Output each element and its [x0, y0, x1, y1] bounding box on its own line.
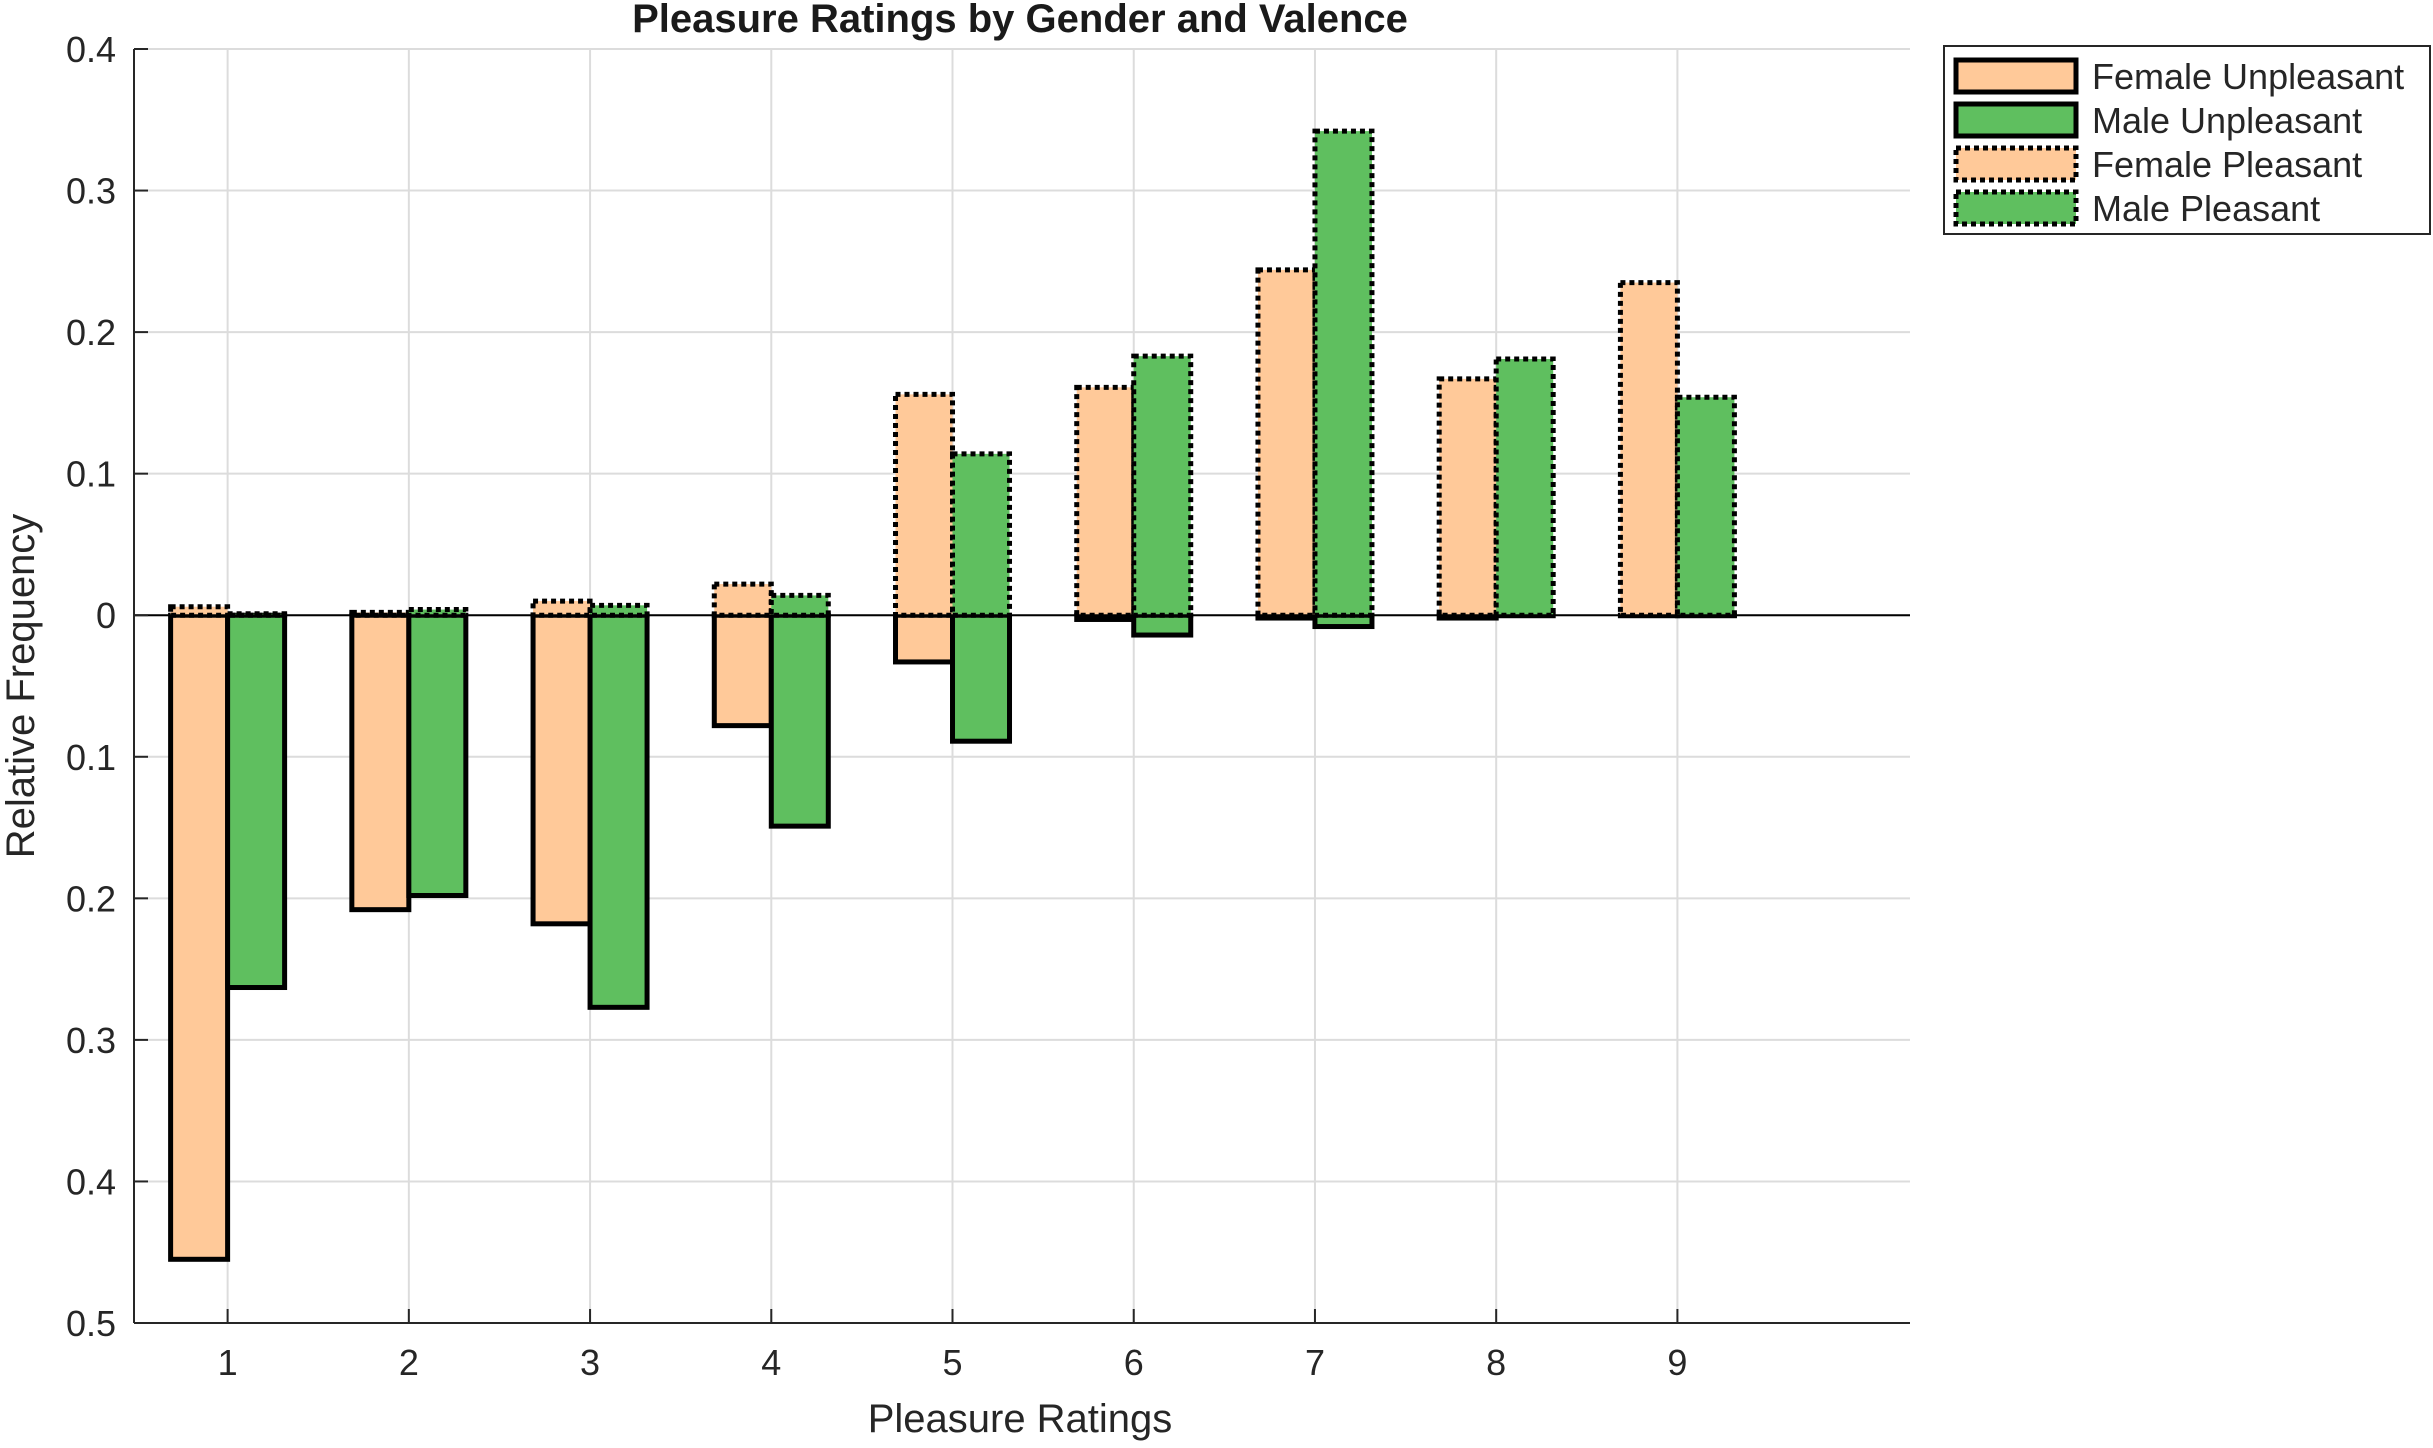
bar-female-pleasant — [168, 604, 231, 618]
bar-male-pleasant — [1674, 394, 1737, 618]
bar-male-pleasant — [1131, 353, 1194, 618]
bar-female-pleasant — [711, 581, 774, 618]
y-axis-label: Relative Frequency — [0, 514, 43, 859]
bar-female-unpleasant — [530, 612, 593, 927]
y-tick-label: 0.3 — [66, 171, 116, 212]
legend-swatch — [1953, 145, 2079, 183]
bar-female-pleasant — [1436, 376, 1499, 618]
bar-female-unpleasant — [711, 612, 774, 729]
bar-male-pleasant — [587, 602, 650, 618]
bar-female-unpleasant — [168, 612, 231, 1262]
x-tick-label: 9 — [1667, 1342, 1687, 1383]
bar-female-unpleasant — [349, 612, 412, 913]
legend-label: Male Pleasant — [2092, 188, 2320, 229]
bar-male-unpleasant — [768, 612, 831, 829]
x-tick-label: 1 — [218, 1342, 238, 1383]
x-axis-label: Pleasure Ratings — [868, 1397, 1173, 1441]
bar-male-pleasant — [1312, 128, 1375, 618]
x-tick-label: 5 — [942, 1342, 962, 1383]
legend-swatch — [1953, 189, 2079, 227]
x-tick-label: 4 — [761, 1342, 781, 1383]
x-tick-label: 2 — [399, 1342, 419, 1383]
bar-male-unpleasant — [950, 612, 1013, 744]
y-tick-label: 0.5 — [66, 1303, 116, 1344]
bar-male-pleasant — [768, 592, 831, 618]
x-tick-label: 6 — [1124, 1342, 1144, 1383]
x-tick-label: 3 — [580, 1342, 600, 1383]
axes: 0.4 0.3 0.2 0.1 0 0.1 0.2 0.3 0.4 0.5 1 2 3 4 5 6 7 8 9 — [66, 29, 1910, 1383]
y-tick-label: 0.2 — [66, 878, 116, 919]
bar-male-unpleasant — [1131, 612, 1194, 638]
y-tick-label: 0.1 — [66, 737, 116, 778]
y-tick-label: 0.4 — [66, 29, 116, 70]
bar-female-pleasant — [530, 598, 593, 618]
bar-female-pleasant — [1617, 280, 1680, 618]
legend-label: Female Pleasant — [2092, 144, 2362, 185]
bar-male-unpleasant — [225, 612, 288, 991]
bar-female-pleasant — [1074, 384, 1137, 618]
bar-female-pleasant — [1255, 267, 1318, 618]
y-tick-label: 0.1 — [66, 454, 116, 495]
legend-label: Female Unpleasant — [2092, 56, 2404, 97]
x-tick-label: 8 — [1486, 1342, 1506, 1383]
y-tick-label: 0.4 — [66, 1161, 116, 1202]
x-tick-label: 7 — [1305, 1342, 1325, 1383]
y-tick-label: 0.2 — [66, 312, 116, 353]
bar-male-pleasant — [950, 451, 1013, 618]
bar-female-unpleasant — [893, 612, 956, 665]
legend-swatch — [1953, 57, 2079, 95]
y-tick-label: 0.3 — [66, 1020, 116, 1061]
bar-female-pleasant — [893, 391, 956, 618]
bar-male-pleasant — [1493, 356, 1556, 618]
bar-male-unpleasant — [406, 612, 469, 899]
legend-swatch — [1953, 101, 2079, 139]
chart-title: Pleasure Ratings by Gender and Valence — [632, 0, 1408, 41]
bar-male-unpleasant — [587, 612, 650, 1010]
y-tick-label: 0 — [96, 595, 116, 636]
legend-label: Male Unpleasant — [2092, 100, 2362, 141]
